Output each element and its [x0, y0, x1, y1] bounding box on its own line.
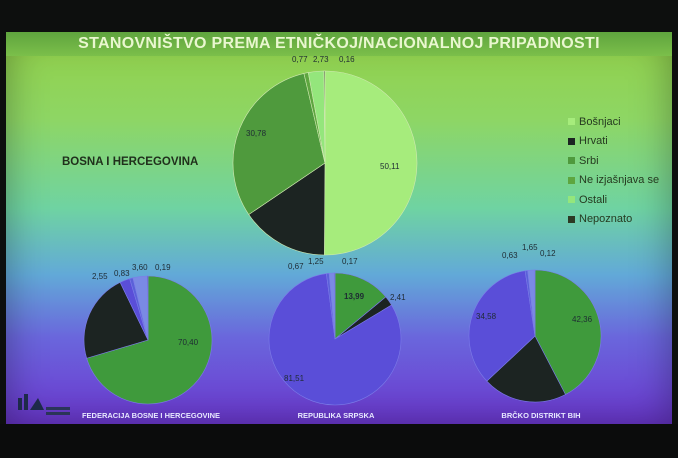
- slice-value-label: 0,12: [540, 249, 556, 258]
- screen-bottom-border: [0, 424, 678, 458]
- projection-screen: STANOVNIŠTVO PREMA ETNIČKOJ/NACIONALNOJ …: [6, 32, 672, 424]
- legend-item-srbi: Srbi: [568, 151, 659, 171]
- legend-swatch: [568, 215, 575, 223]
- pie-slice: [146, 275, 149, 341]
- pie-slice: [248, 162, 326, 256]
- pie-slice: [468, 270, 536, 382]
- slice-value-label: 34,58: [476, 312, 497, 321]
- legend-item-ostali: Ostali: [568, 190, 659, 210]
- pie-slice: [323, 70, 326, 164]
- legend-swatch: [568, 176, 575, 184]
- slice-value-label: 0,63: [502, 251, 518, 260]
- slice-value-label: 81,51: [284, 374, 305, 383]
- slice-value-label: 3,60: [132, 263, 148, 272]
- pie-slice: [232, 73, 326, 215]
- slice-value-label: 2,73: [313, 55, 329, 64]
- legend-item-nepoznato: Nepoznato: [568, 210, 659, 230]
- agency-logo-icon: [16, 392, 76, 422]
- title-bar: STANOVNIŠTVO PREMA ETNIČKOJ/NACIONALNOJ …: [6, 32, 672, 56]
- pie-charts: 50,11 30,78 0,77 2,73 0,16 70,40 2,55 0,833,60 0…: [83, 55, 602, 406]
- pie-slice: [324, 70, 418, 256]
- slice-value-label: 2,41: [390, 293, 406, 302]
- pie-slice: [83, 281, 149, 359]
- slice-value-label: 1,25: [308, 257, 324, 266]
- legend-swatch: [568, 137, 575, 145]
- pie-0: 50,11 30,78 0,77 2,73 0,16: [232, 55, 418, 256]
- slice-value-label: 2,55: [92, 272, 108, 281]
- slice-value-label: 30,78: [246, 129, 267, 138]
- slice-value-label: 0,16: [339, 55, 355, 64]
- pie-2: 13,99 2,41 81,51 0,67 1,25 0,17: [268, 257, 406, 406]
- pie-slice: [333, 272, 336, 340]
- slice-value-label: 0,19: [155, 263, 171, 272]
- slice-value-label: 0,77: [292, 55, 308, 64]
- legend-item-ne-izjasnjava: Ne izjašnjava se: [568, 171, 659, 191]
- rs-chart-title: REPUBLIKA SRPSKA: [297, 411, 375, 420]
- legend: Bošnjaci Hrvati Srbi Ne izjašnjava se Os…: [568, 112, 659, 229]
- bih-chart-title: BOSNA I HERCEGOVINA: [62, 156, 199, 168]
- slice-value-label: 70,40: [178, 338, 199, 347]
- slice-value-label: 0,67: [288, 262, 304, 271]
- pie-1: 70,40 2,55 0,833,60 0,19: [83, 263, 213, 405]
- slice-value-label: 13,99: [344, 292, 365, 301]
- legend-swatch: [568, 157, 575, 165]
- pie-slice: [534, 269, 602, 395]
- slice-value-label: 0,83: [114, 269, 130, 278]
- legend-item-bosnjaci: Bošnjaci: [568, 112, 659, 132]
- legend-item-hrvati: Hrvati: [568, 132, 659, 152]
- slice-value-label: 1,65: [522, 243, 538, 252]
- brcko-chart-title: BRČKO DISTRIKT BIH: [501, 411, 581, 420]
- pie-3: 42,36 34,58 0,63 1,650,12: [468, 243, 602, 403]
- slice-value-label: 42,36: [572, 315, 593, 324]
- pie-slice: [486, 335, 566, 403]
- legend-swatch: [568, 118, 575, 126]
- pie-slice: [268, 273, 402, 406]
- main-title: STANOVNIŠTVO PREMA ETNIČKOJ/NACIONALNOJ …: [78, 35, 600, 52]
- slice-value-label: 0,17: [342, 257, 358, 266]
- fbih-chart-title: FEDERACIJA BOSNE I HERCEGOVINE: [81, 411, 221, 420]
- legend-swatch: [568, 196, 575, 204]
- slice-value-label: 50,11: [380, 162, 400, 171]
- pie-slice: [334, 272, 387, 340]
- pie-slice: [86, 275, 213, 405]
